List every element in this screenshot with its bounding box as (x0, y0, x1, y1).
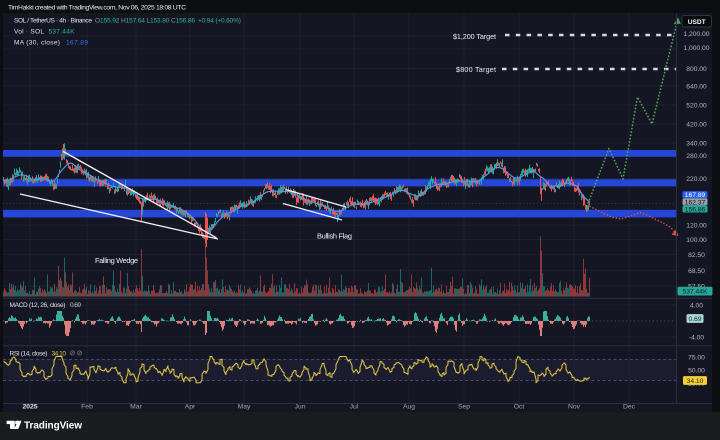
svg-text:Jun: Jun (295, 404, 306, 411)
svg-text:120.00: 120.00 (686, 223, 707, 230)
svg-text:TradingView: TradingView (24, 421, 82, 432)
svg-text:50.00: 50.00 (688, 368, 705, 375)
svg-text:156.86: 156.86 (685, 206, 706, 213)
svg-text:75.00: 75.00 (688, 354, 705, 361)
svg-text:Bullish Flag: Bullish Flag (317, 232, 352, 241)
svg-text:4.00: 4.00 (690, 302, 703, 309)
svg-text:$800 Target: $800 Target (456, 65, 496, 74)
svg-text:May: May (238, 404, 251, 411)
svg-text:1,000.00: 1,000.00 (683, 45, 709, 52)
svg-text:MA (30, close): MA (30, close) (14, 39, 60, 46)
svg-text:280.00: 280.00 (686, 153, 707, 160)
svg-text:162.37: 162.37 (685, 199, 706, 206)
svg-text:0.69: 0.69 (70, 302, 81, 309)
svg-text:Dec: Dec (623, 404, 636, 411)
svg-text:220.00: 220.00 (686, 176, 707, 183)
svg-text:167.89: 167.89 (66, 39, 88, 46)
svg-text:537.44K: 537.44K (683, 289, 708, 296)
svg-text:USDT: USDT (688, 19, 706, 26)
svg-text:$1,200 Target: $1,200 Target (453, 32, 496, 41)
svg-text:340.00: 340.00 (686, 140, 707, 147)
svg-text:SOL / TetherUS · 4h · Binance: SOL / TetherUS · 4h · Binance (14, 17, 92, 24)
svg-text:Oct: Oct (514, 404, 525, 411)
svg-text:O155.92 H157.64 L153.80 C156.8: O155.92 H157.64 L153.80 C156.86 (95, 17, 195, 24)
svg-text:RSI (14, close): RSI (14, close) (10, 351, 48, 358)
svg-text:640.00: 640.00 (686, 83, 707, 90)
svg-text:537.44K: 537.44K (49, 28, 76, 35)
svg-text:MACD (12, 26, close): MACD (12, 26, close) (10, 302, 66, 309)
svg-text:Apr: Apr (185, 404, 196, 411)
svg-text:420.00: 420.00 (686, 121, 707, 128)
svg-text:100.00: 100.00 (686, 237, 707, 244)
svg-text:TimHakki created with TradingV: TimHakki created with TradingView.com, N… (8, 5, 186, 12)
svg-text:800.00: 800.00 (686, 66, 707, 73)
svg-text:2025: 2025 (22, 404, 37, 411)
svg-text:Aug: Aug (403, 404, 415, 411)
svg-text:Mar: Mar (130, 404, 142, 411)
svg-text:68.50: 68.50 (688, 268, 705, 275)
svg-text:1,200.00: 1,200.00 (683, 31, 709, 38)
svg-text:Jul: Jul (350, 404, 359, 411)
svg-text:0.69: 0.69 (688, 316, 701, 323)
svg-text:-4.00: -4.00 (689, 334, 705, 341)
svg-text:Feb: Feb (81, 404, 93, 411)
svg-text:520.00: 520.00 (686, 102, 707, 109)
svg-text:82.50: 82.50 (688, 252, 705, 259)
svg-text:Sep: Sep (458, 404, 470, 411)
svg-text:Vol · SOL: Vol · SOL (14, 28, 44, 35)
svg-text:167.89: 167.89 (685, 192, 706, 199)
svg-text:34.10: 34.10 (687, 378, 704, 385)
svg-text:34.10: 34.10 (52, 351, 67, 358)
svg-text:Falling Wedge: Falling Wedge (95, 256, 138, 265)
svg-text:Nov: Nov (568, 404, 581, 411)
svg-text:+0.94 (+0.60%): +0.94 (+0.60%) (198, 17, 241, 24)
